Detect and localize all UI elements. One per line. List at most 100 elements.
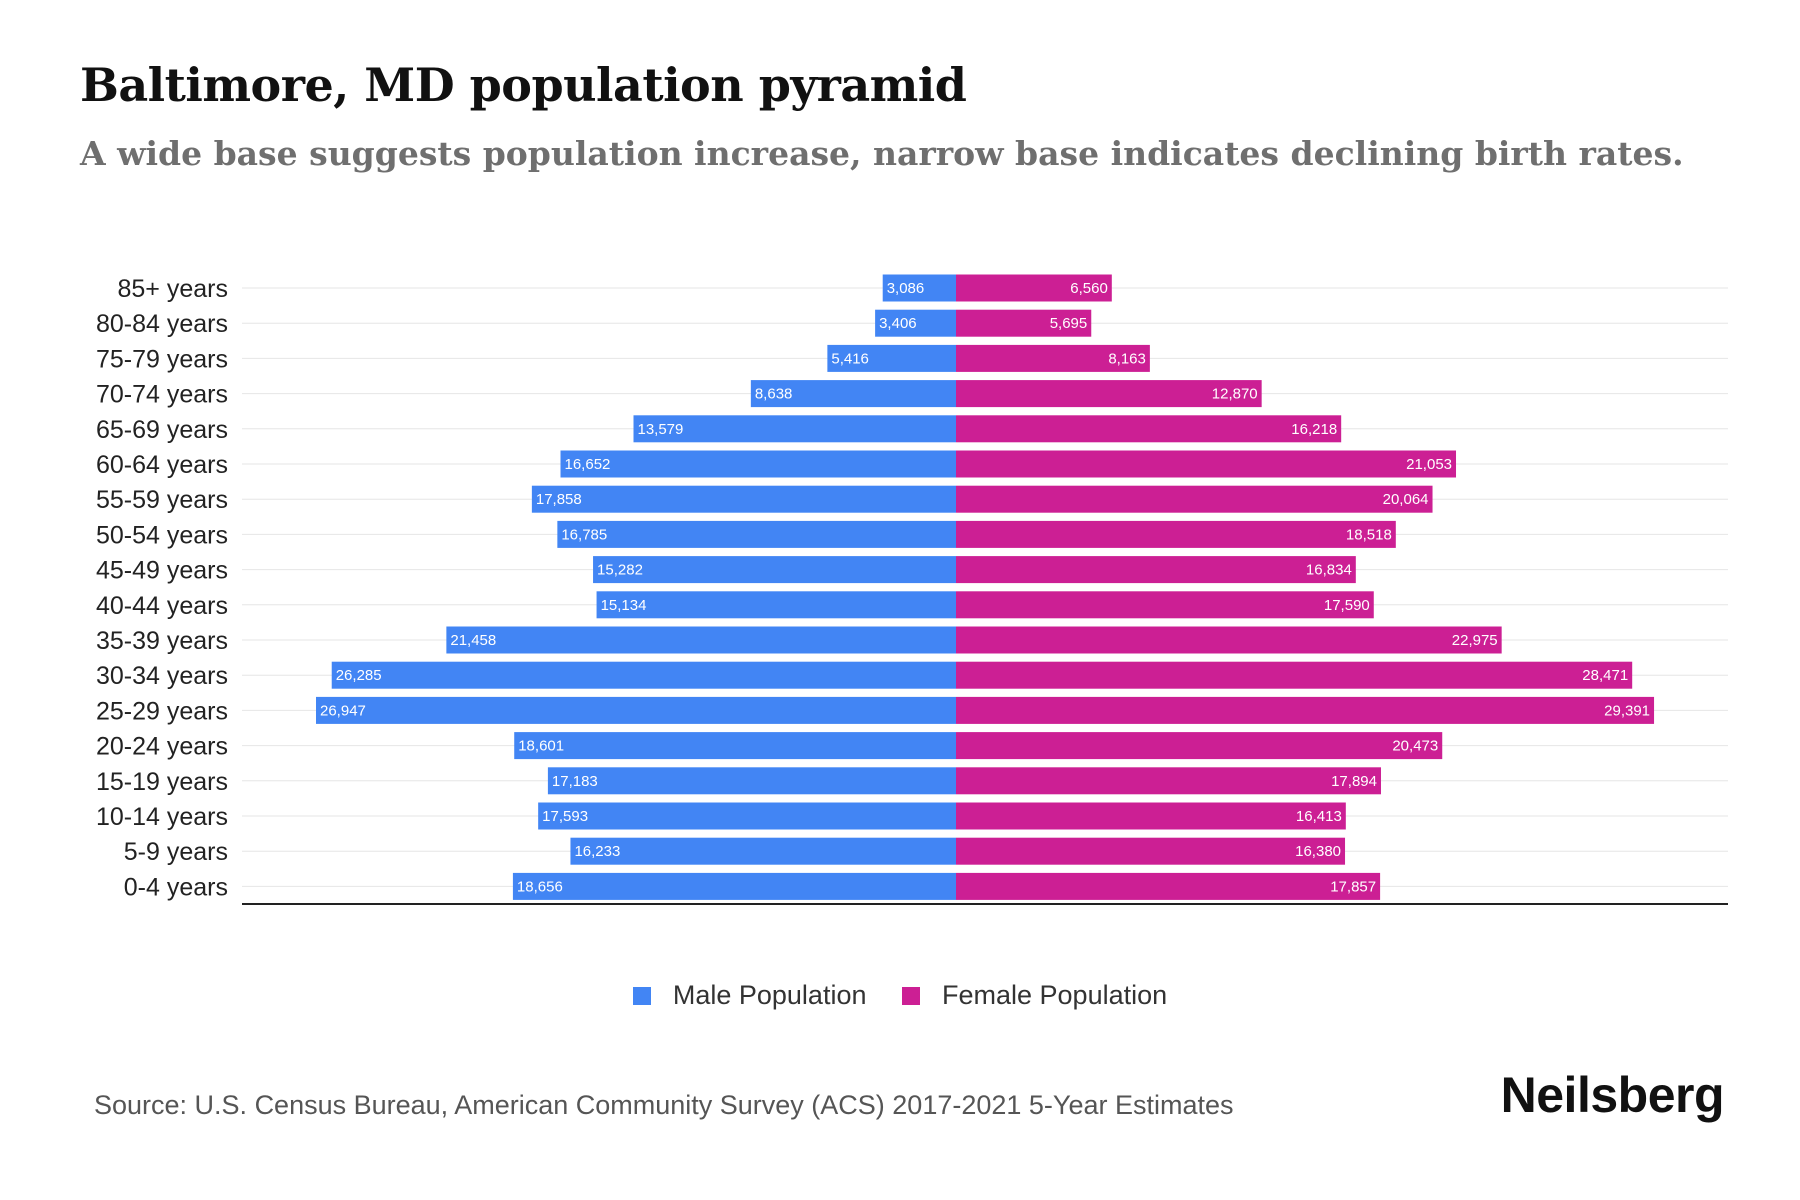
legend-item-female[interactable]: Female Population (902, 980, 1167, 1011)
female-bar[interactable] (956, 520, 1396, 548)
male-bar[interactable] (547, 767, 956, 795)
female-bar[interactable] (956, 767, 1381, 795)
female-bar[interactable] (956, 802, 1346, 830)
male-value-label: 3,406 (879, 315, 917, 332)
source-note: Source: U.S. Census Bureau, American Com… (94, 1090, 1234, 1120)
male-value-label: 18,601 (518, 738, 564, 755)
female-value-label: 5,695 (1050, 315, 1088, 332)
category-label: 35-39 years (96, 627, 228, 655)
male-bar[interactable] (593, 556, 956, 584)
male-bar[interactable] (827, 344, 956, 372)
female-bar[interactable] (956, 626, 1502, 654)
male-bar[interactable] (538, 802, 956, 830)
category-label: 45-49 years (96, 557, 228, 585)
female-bar[interactable] (956, 696, 1655, 724)
female-value-label: 16,218 (1291, 421, 1337, 438)
female-bar[interactable] (956, 309, 1092, 337)
female-value-label: 20,473 (1392, 738, 1438, 755)
category-label: 30-34 years (96, 662, 228, 690)
chart-subtitle: A wide base suggests population increase… (80, 134, 1684, 173)
male-bar[interactable] (531, 485, 956, 513)
male-bar[interactable] (512, 872, 956, 900)
gridlines (242, 287, 1728, 887)
category-label: 70-74 years (96, 381, 228, 409)
female-swatch-icon (902, 986, 920, 1005)
male-bar[interactable] (557, 520, 956, 548)
female-bar[interactable] (956, 344, 1150, 372)
male-bar[interactable] (633, 415, 956, 443)
female-bar[interactable] (956, 274, 1112, 302)
male-value-label: 26,285 (336, 667, 382, 684)
female-value-label: 21,053 (1406, 456, 1452, 473)
male-value-label: 21,458 (450, 632, 496, 649)
female-bar[interactable] (956, 872, 1381, 900)
female-bar[interactable] (956, 556, 1356, 584)
chart-title: Baltimore, MD population pyramid (80, 58, 967, 112)
female-value-label: 12,870 (1212, 386, 1258, 403)
category-label: 5-9 years (124, 838, 228, 866)
category-label: 55-59 years (96, 486, 228, 514)
female-value-label: 6,560 (1070, 280, 1108, 297)
female-bar[interactable] (956, 450, 1457, 478)
female-bar[interactable] (956, 485, 1433, 513)
female-value-label: 22,975 (1452, 632, 1498, 649)
category-label: 75-79 years (96, 345, 228, 373)
female-value-label: 18,518 (1346, 526, 1392, 543)
female-value-label: 20,064 (1383, 491, 1429, 508)
male-value-label: 17,593 (542, 808, 588, 825)
legend: Male Population Female Population (0, 980, 1800, 1012)
category-label: 85+ years (118, 275, 229, 303)
legend-female-label: Female Population (942, 980, 1168, 1010)
female-value-label: 16,834 (1306, 562, 1352, 579)
population-pyramid-chart: 3,086 6,560 3,406 5,695 5,416 8,163 8,638 12,87… (96, 274, 1728, 905)
category-label: 65-69 years (96, 416, 228, 444)
female-value-label: 8,163 (1108, 350, 1146, 367)
category-label: 80-84 years (96, 310, 228, 338)
male-bar[interactable] (882, 274, 956, 302)
male-value-label: 15,134 (601, 597, 647, 614)
male-bar[interactable] (875, 309, 956, 337)
male-bar[interactable] (750, 380, 956, 408)
male-bar[interactable] (570, 837, 956, 865)
male-value-label: 17,858 (536, 491, 582, 508)
category-labels: 85+ years 80-84 years 75-79 years 70-74 yea… (96, 275, 228, 901)
brand-logo: Neilsberg (1500, 1067, 1725, 1123)
female-value-label: 16,380 (1295, 843, 1341, 860)
female-bar[interactable] (956, 837, 1346, 865)
male-bar[interactable] (596, 591, 956, 619)
female-value-label: 17,857 (1330, 878, 1376, 895)
legend-male-label: Male Population (672, 980, 867, 1010)
category-label: 50-54 years (96, 521, 228, 549)
male-value-label: 8,638 (755, 386, 793, 403)
male-value-label: 5,416 (831, 350, 869, 367)
male-bar[interactable] (446, 626, 956, 654)
category-label: 60-64 years (96, 451, 228, 479)
female-value-label: 16,413 (1296, 808, 1342, 825)
category-label: 0-4 years (124, 873, 228, 901)
male-value-label: 17,183 (552, 773, 598, 790)
legend-item-male[interactable]: Male Population (632, 980, 867, 1011)
category-label: 10-14 years (96, 803, 228, 831)
male-value-label: 3,086 (887, 280, 925, 297)
category-label: 40-44 years (96, 592, 228, 620)
female-bar[interactable] (956, 415, 1342, 443)
male-bar[interactable] (316, 696, 956, 724)
female-bar[interactable] (956, 661, 1633, 689)
female-value-label: 29,391 (1604, 702, 1650, 719)
male-swatch-icon (632, 986, 651, 1005)
female-bar[interactable] (956, 380, 1262, 408)
female-bar[interactable] (956, 591, 1374, 619)
male-bar[interactable] (331, 661, 956, 689)
female-value-label: 28,471 (1582, 667, 1628, 684)
male-value-label: 16,652 (565, 456, 611, 473)
category-label: 20-24 years (96, 733, 228, 761)
male-value-label: 16,233 (574, 843, 620, 860)
male-bar[interactable] (514, 732, 956, 760)
category-label: 15-19 years (96, 768, 228, 796)
male-bar[interactable] (560, 450, 956, 478)
female-bar[interactable] (956, 732, 1443, 760)
male-value-label: 15,282 (597, 562, 643, 579)
bars: 3,086 6,560 3,406 5,695 5,416 8,163 8,638 12,87… (316, 274, 1655, 900)
male-value-label: 13,579 (637, 421, 683, 438)
female-value-label: 17,894 (1331, 773, 1377, 790)
